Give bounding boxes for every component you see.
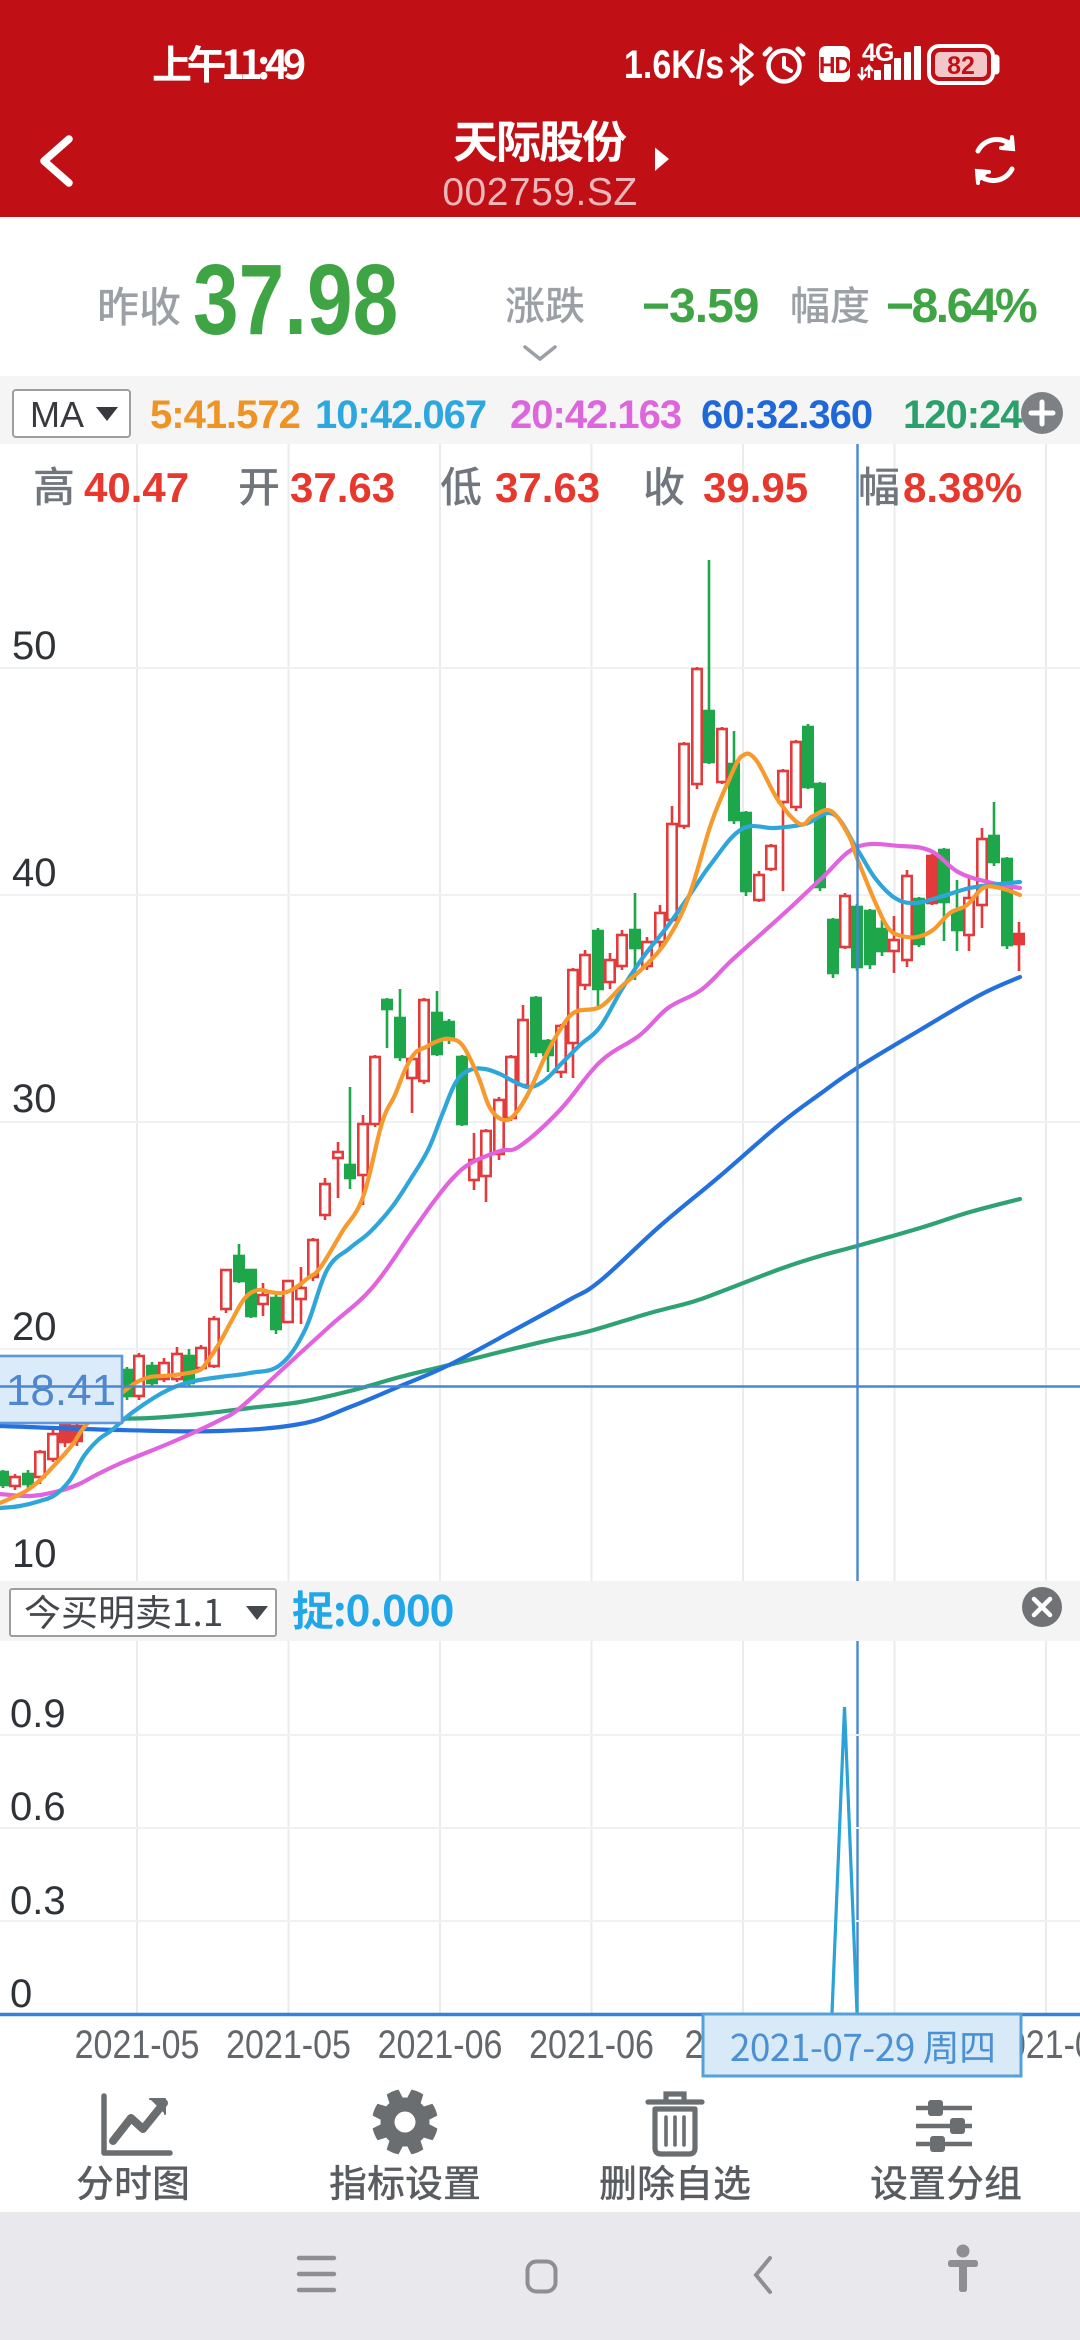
svg-text:39.95: 39.95 — [703, 464, 808, 511]
svg-text:50: 50 — [12, 624, 57, 668]
svg-text:18.41: 18.41 — [6, 1366, 116, 1415]
svg-text:37.63: 37.63 — [495, 464, 600, 511]
svg-text:30: 30 — [12, 1077, 57, 1121]
svg-text:37.63: 37.63 — [290, 464, 395, 511]
svg-text:37.98: 37.98 — [193, 244, 398, 356]
svg-text:20: 20 — [12, 1305, 57, 1349]
svg-text:0.9: 0.9 — [10, 1692, 66, 1736]
svg-text:002759.SZ: 002759.SZ — [442, 171, 637, 214]
svg-text:10:42.067: 10:42.067 — [315, 393, 486, 437]
svg-text:2021-05: 2021-05 — [75, 2021, 200, 2066]
svg-text:0.3: 0.3 — [10, 1879, 66, 1923]
svg-text:20:42.163: 20:42.163 — [510, 393, 681, 437]
svg-text:8.38%: 8.38% — [903, 464, 1022, 511]
svg-text:10: 10 — [12, 1532, 57, 1576]
svg-text:−3.59: −3.59 — [642, 280, 758, 333]
svg-text:40: 40 — [12, 851, 57, 895]
svg-text:−8.64%: −8.64% — [886, 280, 1037, 333]
svg-text:5:41.572: 5:41.572 — [150, 393, 300, 437]
svg-text:0: 0 — [10, 1972, 32, 2016]
svg-text:2021-06: 2021-06 — [378, 2021, 503, 2066]
svg-text:HD: HD — [819, 52, 851, 78]
svg-text:4G: 4G — [862, 39, 893, 67]
svg-text:120:24: 120:24 — [903, 393, 1023, 437]
svg-text:2021-05: 2021-05 — [226, 2021, 351, 2066]
svg-text:MA: MA — [30, 394, 84, 435]
svg-text:40.47: 40.47 — [84, 464, 189, 511]
svg-text:1.6K/s: 1.6K/s — [624, 41, 724, 86]
svg-text:60:32.360: 60:32.360 — [701, 393, 872, 437]
svg-text:0.6: 0.6 — [10, 1785, 66, 1829]
svg-text:82: 82 — [947, 52, 975, 80]
svg-text:2021-06: 2021-06 — [529, 2021, 654, 2066]
